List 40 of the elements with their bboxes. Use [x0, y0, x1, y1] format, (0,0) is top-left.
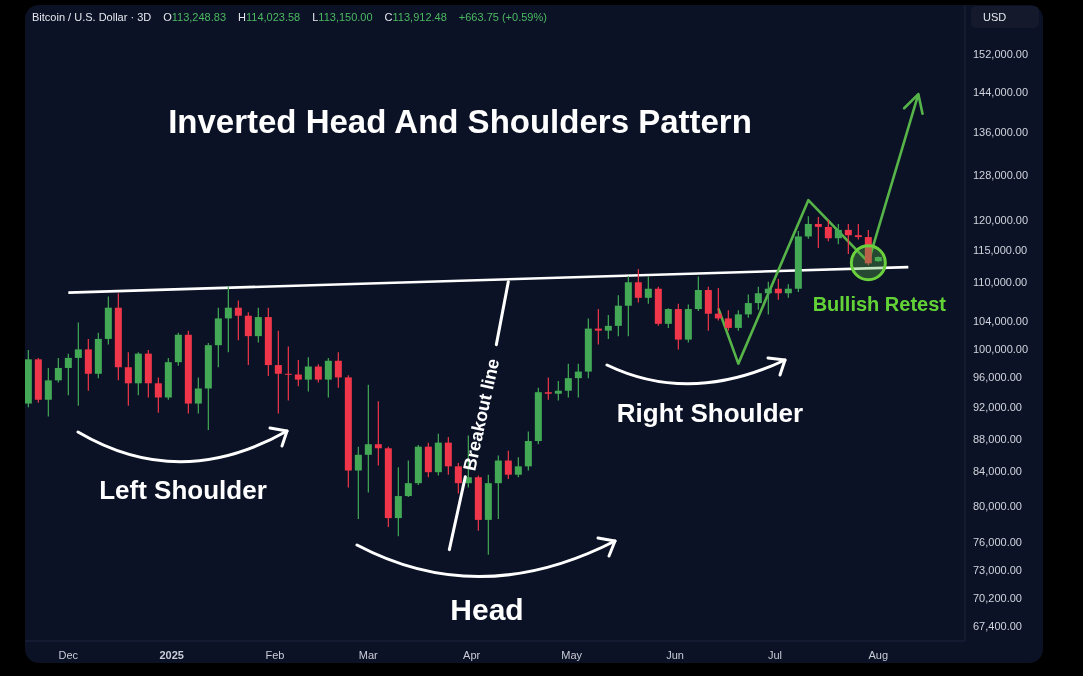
y-tick-label: 144,000.00 [973, 86, 1029, 99]
x-tick-label: Dec [58, 649, 79, 661]
x-tick-label: Aug [868, 649, 889, 661]
text: Inverted Head And Shoulders Pattern [168, 103, 752, 140]
annotation: +663.75 (+0.59%) [458, 11, 547, 23]
annotation: Breakout line [459, 356, 504, 473]
annotation: Left Shoulder [99, 475, 267, 505]
annotation: Head [450, 593, 524, 626]
y-tick-label: 104,000.00 [973, 315, 1029, 328]
y-tick-label: 88,000.00 [973, 432, 1022, 445]
y-tick-label: 84,000.00 [973, 465, 1022, 478]
y-tick-label: 115,000.00 [973, 244, 1028, 257]
text: USD [983, 11, 1007, 23]
x-tick-label: May [561, 649, 583, 661]
x-tick-label: Jun [666, 649, 684, 661]
y-tick-label: 110,000.00 [973, 275, 1028, 288]
y-tick-label: 76,000.00 [973, 535, 1022, 548]
x-tick-label: 2025 [159, 649, 184, 661]
y-tick-label: 120,000.00 [973, 214, 1029, 227]
y-tick-label: 67,400.00 [973, 620, 1022, 633]
annotation: H114,023.58 [238, 11, 301, 23]
y-tick-label: 73,000.00 [973, 563, 1022, 576]
annotation: L113,150.00 [312, 11, 373, 23]
y-tick-label: 70,200.00 [973, 591, 1022, 604]
annotation: Right Shoulder [616, 398, 804, 428]
y-tick-label: 128,000.00 [973, 168, 1029, 181]
y-tick-label: 152,000.00 [973, 48, 1029, 61]
y-tick-label: 100,000.00 [973, 342, 1029, 355]
y-tick-label: 136,000.00 [973, 126, 1029, 139]
annotation: O113,248.83 [163, 11, 227, 23]
text: Bitcoin / U.S. Dollar · 3D [32, 11, 152, 23]
x-tick-label: Apr [463, 649, 481, 661]
x-tick-label: Feb [265, 649, 285, 661]
x-tick-label: Mar [358, 649, 379, 661]
annotation: Bullish Retest [812, 292, 947, 315]
y-tick-label: 80,000.00 [973, 499, 1022, 512]
x-tick-label: Jul [767, 649, 783, 661]
y-tick-label: 96,000.00 [973, 371, 1022, 384]
y-tick-label: 92,000.00 [973, 401, 1022, 414]
annotation: C113,912.48 [384, 11, 447, 23]
